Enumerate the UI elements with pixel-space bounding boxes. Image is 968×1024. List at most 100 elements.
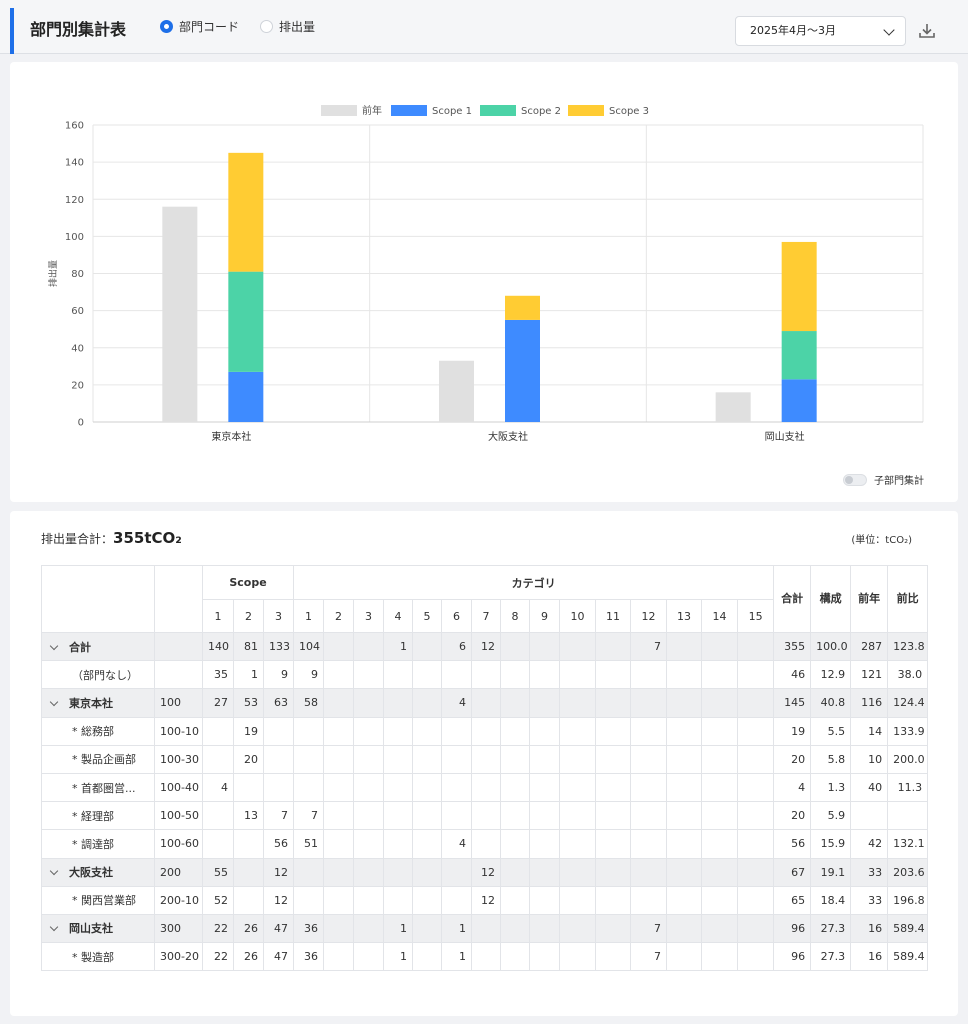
cell-category [666, 829, 703, 859]
cell-summary: 121 [850, 660, 889, 690]
total-label: 排出量合計： [41, 532, 114, 546]
cell-category [666, 913, 703, 944]
cell-category: 1 [441, 942, 473, 972]
period-value: 2025年4月〜3月 [750, 24, 836, 37]
cell-scope: 47 [262, 913, 295, 944]
row-code: 100-50 [154, 801, 203, 831]
cell-summary [887, 801, 929, 831]
legend-swatch [568, 105, 604, 116]
cell-category [737, 688, 775, 718]
cell-summary: 33 [850, 857, 889, 887]
cell-category [630, 660, 668, 690]
radio-department-code[interactable]: 部門コード [160, 18, 239, 35]
cell-summary: 287 [850, 631, 889, 662]
row-name[interactable]: 合計 [41, 631, 155, 662]
header-tail[interactable]: 合計 [773, 565, 812, 633]
cell-summary: 5.8 [810, 744, 852, 774]
cell-category: 7 [630, 942, 668, 972]
cell-category [737, 942, 775, 972]
cell-category [353, 829, 385, 859]
radio-emissions[interactable]: 排出量 [260, 18, 315, 35]
row-name: * 製造部 [41, 942, 155, 972]
cell-category [353, 885, 385, 915]
cell-scope: 27 [202, 688, 234, 718]
row-name-label: 東京本社 [69, 696, 113, 710]
cell-category [471, 744, 502, 774]
cell-category [701, 857, 739, 887]
cell-summary: 12.9 [810, 660, 852, 690]
cell-summary: 5.9 [810, 801, 852, 831]
cell-scope: 35 [202, 660, 234, 690]
toggle-switch[interactable] [843, 473, 867, 486]
chevron-down-icon[interactable] [49, 697, 59, 707]
cell-scope: 52 [202, 885, 234, 915]
table-header-row: Scope カテゴリ 合計 構成 前年 前比 [41, 565, 929, 633]
header-scope-col: 3 [262, 599, 295, 633]
cell-category [559, 772, 597, 803]
cell-summary: 589.4 [887, 913, 929, 944]
row-name[interactable]: 東京本社 [41, 688, 155, 718]
cell-category [441, 660, 473, 690]
cell-category [666, 885, 703, 915]
cell-summary: 1.3 [810, 772, 852, 803]
table-row: * 経理部 100-50 13 7 7 20 5.9 [41, 801, 929, 831]
cell-category [529, 631, 561, 662]
period-select[interactable]: 2025年4月〜3月 [735, 16, 906, 46]
header-category-col: 8 [500, 599, 531, 633]
radio-selected-indicator [160, 20, 173, 33]
cell-scope: 63 [262, 688, 295, 718]
cell-category: 36 [293, 942, 325, 972]
legend-swatch [321, 105, 357, 116]
cell-category: 12 [471, 857, 502, 887]
cell-category [412, 885, 443, 915]
chevron-down-icon[interactable] [49, 923, 59, 932]
cell-summary: 19 [773, 716, 812, 746]
cell-category [412, 772, 443, 803]
row-code: 200-10 [154, 885, 203, 915]
cell-category [471, 801, 502, 831]
header-tail[interactable]: 構成 [810, 565, 852, 633]
cell-summary: 15.9 [810, 829, 852, 859]
table-row: （部門なし） 35 1 9 9 46 12.9 121 38.0 [41, 660, 929, 690]
cell-summary: 124.4 [887, 688, 929, 718]
cell-category [529, 913, 561, 944]
cell-category [471, 829, 502, 859]
download-icon[interactable] [916, 20, 938, 42]
cell-category: 7 [293, 801, 325, 831]
y-tick-label: 120 [65, 195, 84, 206]
row-code: 100-10 [154, 716, 203, 746]
cell-category [630, 857, 668, 887]
cell-category [529, 942, 561, 972]
header-tail[interactable]: 前年 [850, 565, 889, 633]
cell-summary: 116 [850, 688, 889, 718]
row-name[interactable]: 岡山支社 [41, 913, 155, 944]
row-name-label: 岡山支社 [69, 922, 113, 936]
cell-summary: 10 [850, 744, 889, 774]
header-category-col: 1 [293, 599, 325, 633]
child-department-toggle[interactable]: 子部門集計 [843, 472, 924, 487]
cell-category [630, 885, 668, 915]
row-name-label: 大阪支社 [69, 866, 113, 880]
department-summary-table: Scope カテゴリ 合計 構成 前年 前比 1 2 3 1 2 3 4 5 6 7 8 9 10 11 12 13 14 1… [41, 565, 929, 972]
cell-category [559, 688, 597, 718]
row-name: * 調達部 [41, 829, 155, 859]
cell-summary [850, 801, 889, 831]
header-category-col: 6 [441, 599, 473, 633]
cell-scope: 133 [262, 631, 295, 662]
cell-category: 51 [293, 829, 325, 859]
x-tick-label: 大阪支社 [488, 430, 528, 443]
cell-category [666, 744, 703, 774]
cell-category [559, 942, 597, 972]
header-tail[interactable]: 前比 [887, 565, 929, 633]
chevron-down-icon[interactable] [49, 641, 59, 650]
row-name[interactable]: 大阪支社 [41, 857, 155, 887]
table-row: 岡山支社 300 22 26 47 36 1 1 7 96 27.3 16 589.4 [41, 913, 929, 944]
cell-scope [233, 772, 264, 803]
table-row: * 製造部 300-20 22 26 47 36 1 1 7 96 27.3 16 589.4 [41, 942, 929, 972]
cell-category [500, 688, 531, 718]
chevron-down-icon[interactable] [49, 866, 59, 876]
cell-summary: 123.8 [887, 631, 929, 662]
cell-category: 7 [630, 631, 668, 662]
cell-summary: 19.1 [810, 857, 852, 887]
